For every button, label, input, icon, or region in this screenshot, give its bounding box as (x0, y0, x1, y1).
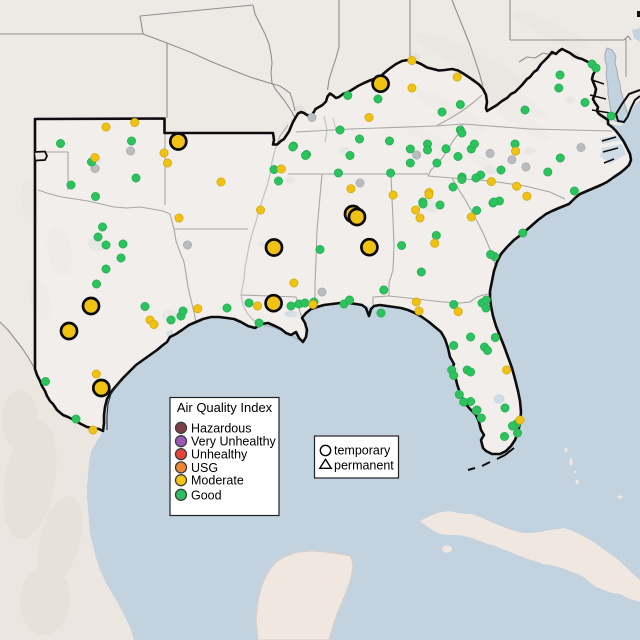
svg-text:Very Unhealthy: Very Unhealthy (191, 435, 277, 449)
svg-text:permanent: permanent (334, 459, 394, 473)
svg-text:Unhealthy: Unhealthy (191, 448, 248, 462)
svg-text:USG: USG (191, 461, 218, 475)
svg-text:Good: Good (191, 488, 222, 502)
svg-text:Air Quality Index: Air Quality Index (177, 400, 273, 415)
svg-text:Moderate: Moderate (191, 474, 244, 488)
svg-text:temporary: temporary (334, 444, 391, 458)
svg-text:Hazardous: Hazardous (191, 421, 251, 435)
